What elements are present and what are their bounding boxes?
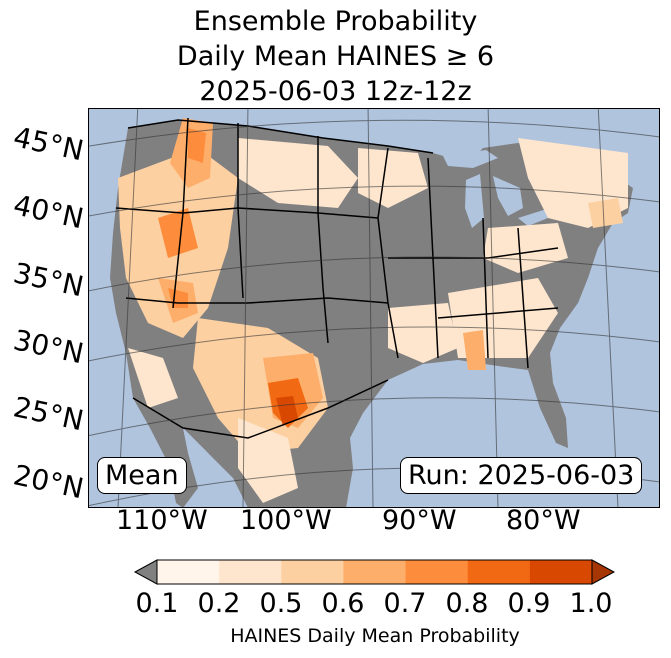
colorbar-bin [467, 560, 531, 584]
colorbar-tick: 0.5 [259, 588, 303, 619]
colorbar-tick: 0.8 [445, 588, 489, 619]
lon-label-90: 90°W [382, 505, 457, 536]
colorbar-tick: 0.9 [507, 588, 551, 619]
colorbar-bin [343, 560, 407, 584]
colorbar-bin [405, 560, 469, 584]
lat-label-35: 35°N [10, 256, 87, 304]
lat-label-30: 30°N [10, 323, 87, 371]
chart-title-line-2: Daily Mean HAINES ≥ 6 [176, 41, 495, 72]
colorbar-tick: 0.1 [135, 588, 179, 619]
colorbar-bin [529, 560, 593, 584]
chart-title-line-3: 2025-06-03 12z-12z [199, 76, 472, 107]
lat-label-40: 40°N [10, 188, 87, 236]
colorbar-tick: 1.0 [569, 588, 613, 619]
colorbar [133, 559, 616, 585]
lat-label-25: 25°N [10, 390, 87, 438]
mean-badge: Mean [97, 457, 187, 494]
colorbar-bin [281, 560, 344, 584]
lat-label-45: 45°N [10, 120, 87, 168]
colorbar-tick: 0.2 [197, 588, 241, 619]
lat-label-20: 20°N [10, 458, 87, 506]
colorbar-frame [156, 559, 593, 585]
chart-title-line-1: Ensemble Probability [193, 6, 478, 37]
lon-label-100: 100°W [240, 505, 332, 536]
colorbar-bin [219, 560, 282, 584]
map-frame [88, 108, 660, 508]
run-date-badge: Run: 2025-06-03 [400, 457, 643, 494]
lon-label-110: 110°W [116, 505, 208, 536]
colorbar-tick: 0.7 [383, 588, 427, 619]
colorbar-tick: 0.6 [321, 588, 365, 619]
colorbar-bin [157, 560, 220, 584]
colorbar-under-arrow [133, 559, 158, 585]
colorbar-label: HAINES Daily Mean Probability [230, 625, 520, 647]
colorbar-over-arrow [591, 559, 616, 585]
lon-label-80: 80°W [506, 505, 581, 536]
probability-map [88, 108, 660, 508]
